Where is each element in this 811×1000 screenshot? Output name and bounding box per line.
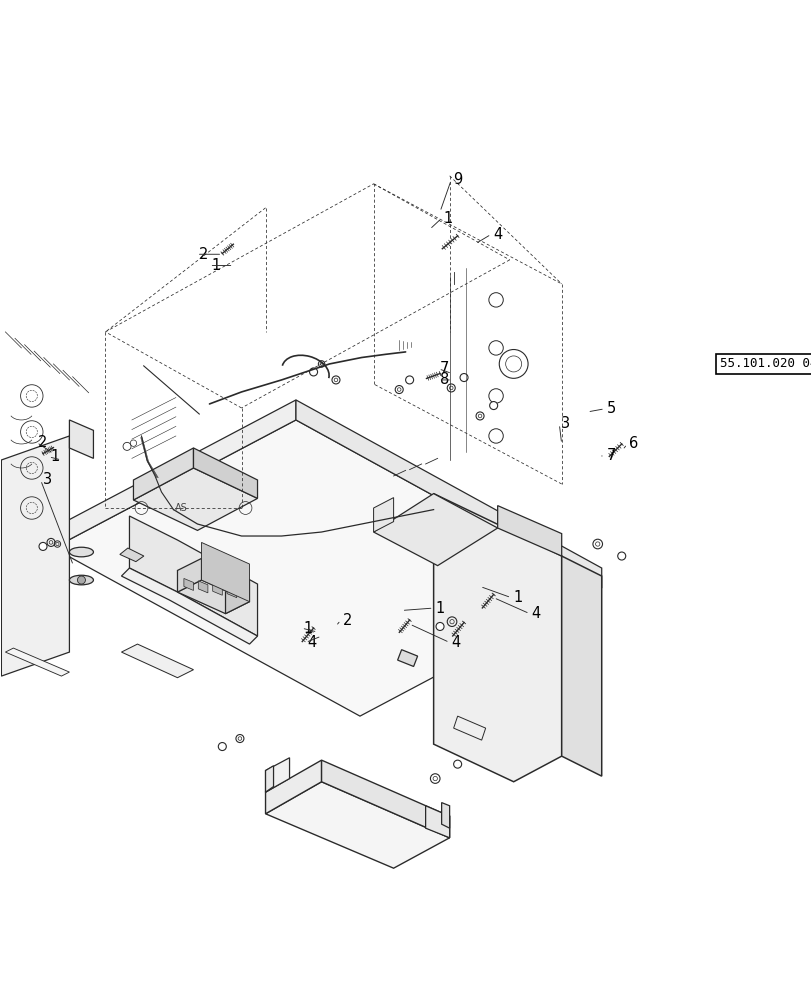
Text: 4: 4 (451, 635, 460, 650)
Polygon shape (198, 581, 208, 593)
Text: 8: 8 (440, 372, 449, 387)
Polygon shape (321, 760, 449, 838)
Polygon shape (295, 400, 601, 588)
Polygon shape (2, 436, 70, 676)
Ellipse shape (70, 575, 93, 585)
Text: 9: 9 (453, 172, 461, 187)
Text: 3: 3 (42, 472, 52, 487)
Polygon shape (201, 542, 249, 602)
Polygon shape (225, 580, 249, 614)
Text: 7: 7 (606, 448, 616, 463)
Polygon shape (54, 420, 601, 716)
Circle shape (77, 576, 85, 584)
Circle shape (460, 374, 467, 382)
Polygon shape (70, 420, 93, 458)
Polygon shape (265, 766, 273, 792)
Text: 55.101.020 04: 55.101.020 04 (719, 357, 811, 370)
Text: 3: 3 (560, 416, 569, 431)
Circle shape (489, 402, 497, 410)
Text: 2: 2 (198, 247, 208, 262)
Text: 1: 1 (50, 449, 59, 464)
Polygon shape (54, 400, 295, 548)
Circle shape (436, 622, 444, 630)
Circle shape (617, 552, 625, 560)
Text: 5: 5 (606, 401, 616, 416)
Polygon shape (497, 506, 561, 556)
Polygon shape (133, 468, 257, 530)
Polygon shape (122, 568, 257, 644)
Circle shape (309, 368, 317, 376)
Text: 4: 4 (531, 606, 540, 621)
Ellipse shape (70, 547, 93, 557)
Text: 1: 1 (303, 621, 312, 636)
Polygon shape (433, 494, 561, 782)
Text: 1: 1 (211, 258, 221, 273)
Polygon shape (265, 760, 321, 814)
Text: 7: 7 (440, 361, 449, 376)
Polygon shape (441, 803, 449, 828)
Polygon shape (193, 448, 257, 498)
Text: 6: 6 (629, 436, 637, 451)
Polygon shape (227, 586, 237, 598)
Polygon shape (265, 758, 290, 792)
Text: 2: 2 (38, 435, 48, 450)
Text: 1: 1 (443, 211, 452, 226)
Circle shape (39, 542, 47, 550)
Polygon shape (129, 516, 257, 636)
Polygon shape (425, 806, 449, 838)
Text: 1: 1 (435, 601, 444, 616)
Polygon shape (373, 498, 393, 532)
Text: 2: 2 (342, 613, 351, 628)
Polygon shape (133, 448, 193, 500)
Polygon shape (178, 558, 201, 592)
Text: 1: 1 (513, 590, 521, 605)
Polygon shape (397, 650, 417, 666)
Polygon shape (373, 494, 497, 566)
Circle shape (406, 376, 413, 384)
Text: 4: 4 (492, 227, 502, 242)
Polygon shape (6, 648, 70, 676)
Polygon shape (120, 548, 144, 562)
Polygon shape (265, 782, 449, 868)
Polygon shape (122, 644, 193, 678)
Text: AS: AS (175, 503, 187, 513)
Polygon shape (183, 578, 193, 590)
Polygon shape (212, 583, 222, 595)
Circle shape (218, 743, 226, 751)
Polygon shape (178, 580, 249, 614)
Circle shape (453, 760, 461, 768)
Text: 4: 4 (307, 635, 316, 650)
Polygon shape (561, 556, 601, 776)
